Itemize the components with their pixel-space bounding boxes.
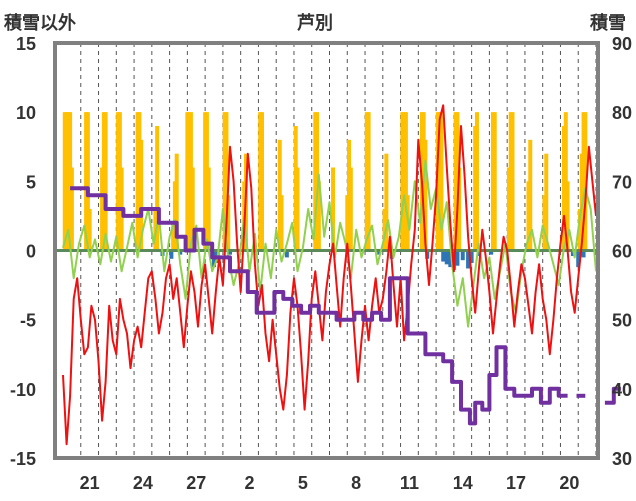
sunshine-bar <box>295 167 300 251</box>
precipitation-bar <box>284 250 289 258</box>
precipitation-bar <box>444 250 449 265</box>
x-tick-label: 5 <box>298 473 308 493</box>
x-tick-label: 14 <box>453 473 473 493</box>
x-tick-label: 11 <box>400 473 419 493</box>
x-tick-label: 24 <box>133 473 153 493</box>
right-tick-label: 40 <box>612 380 632 400</box>
precipitation-bar <box>228 250 233 255</box>
precipitation-bar <box>178 250 183 255</box>
left-tick-label: -15 <box>10 449 36 469</box>
sunshine-bar <box>279 195 284 251</box>
sunshine-bar <box>316 181 321 251</box>
snow-depth-line <box>70 186 568 426</box>
right-tick-label: 30 <box>612 449 632 469</box>
x-tick-label: 21 <box>80 473 100 493</box>
sunshine-bar <box>457 167 462 251</box>
x-tick-label: 20 <box>559 473 579 493</box>
sunshine-bar <box>544 153 549 251</box>
sunshine-bar <box>510 112 515 251</box>
right-tick-label: 60 <box>612 242 632 262</box>
sunshine-bar <box>190 167 195 251</box>
sunshine-bar <box>85 112 90 251</box>
sunshine-bar <box>565 181 570 251</box>
left-axis-title: 積雪以外 <box>4 13 76 33</box>
sunshine-bar <box>69 167 74 251</box>
sunshine-bar <box>259 112 264 251</box>
left-tick-label: -5 <box>20 311 36 331</box>
right-tick-label: 70 <box>612 172 632 192</box>
left-tick-label: -10 <box>10 380 36 400</box>
plot-frame <box>53 41 600 460</box>
right-tick-label: 50 <box>612 311 632 331</box>
precipitation-bar <box>377 250 382 255</box>
sunshine-bar <box>226 195 231 251</box>
precipitation-bar <box>576 250 581 268</box>
sunshine-bar <box>423 139 428 251</box>
left-tick-label: 15 <box>16 34 36 54</box>
snow-depth-line <box>604 386 621 405</box>
sunshine-bar <box>155 126 160 251</box>
sunshine-bar <box>403 112 408 251</box>
x-tick-label: 2 <box>245 473 255 493</box>
right-tick-label: 90 <box>612 34 632 54</box>
sunshine-bar <box>224 112 229 251</box>
sunshine-bar <box>583 112 588 251</box>
precipitation-bar <box>466 250 471 269</box>
sunshine-bar <box>87 209 92 251</box>
sunshine-bar <box>174 153 179 251</box>
precipitation-bar <box>476 250 481 257</box>
right-tick-label: 80 <box>612 103 632 123</box>
left-tick-label: 10 <box>16 103 36 123</box>
chart-title: 芦別 <box>297 13 333 33</box>
precipitation-bar <box>448 250 453 268</box>
sunshine-bar <box>277 139 282 251</box>
precipitation-bar <box>581 250 586 258</box>
sunshine-bar <box>474 112 479 251</box>
precipitation-bar <box>169 250 174 259</box>
sunshine-bar <box>206 167 211 251</box>
temperature-red-line <box>62 104 597 446</box>
x-tick-label: 8 <box>351 473 361 493</box>
precipitation-bar <box>469 250 474 263</box>
x-tick-label: 17 <box>506 473 526 493</box>
precipitation-bar <box>455 250 460 266</box>
sunshine-bar <box>384 153 389 251</box>
x-tick-label: 27 <box>186 473 206 493</box>
precipitation-bar <box>489 250 494 255</box>
sunshine-bar <box>439 112 444 251</box>
sunshine-bar <box>492 112 497 251</box>
precipitation-bar <box>460 250 465 261</box>
sunshine-bar <box>103 112 108 251</box>
right-axis-title: 積雪 <box>590 13 626 33</box>
sunshine-bar <box>139 139 144 251</box>
sunshine-bar <box>528 139 533 251</box>
sunshine-bar <box>348 167 353 251</box>
left-tick-label: 5 <box>26 172 36 192</box>
precipitation-bar <box>441 250 446 262</box>
sunshine-bar <box>331 167 336 251</box>
left-tick-label: 0 <box>26 242 36 262</box>
sunshine-bar <box>366 112 371 251</box>
